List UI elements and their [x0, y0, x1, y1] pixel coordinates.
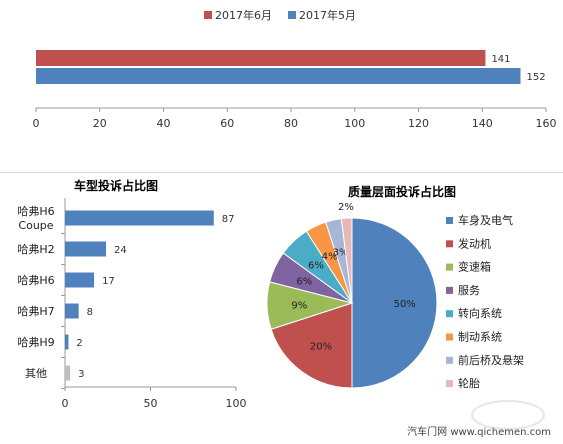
legend-swatch [446, 333, 453, 341]
legend-swatch [446, 356, 453, 364]
y-tick-label: 其他 [25, 367, 47, 380]
bar [65, 303, 79, 319]
panel-divider [0, 172, 563, 173]
comparison-bar-chart: 2017年6月 2017年5月 0 20 40 60 80 100 120 140 160 141 15… [33, 8, 557, 130]
watermark-logo [471, 400, 545, 430]
bar [36, 68, 521, 84]
x-tick-label: 100 [226, 397, 247, 410]
y-tick-label: 哈弗H9 [17, 335, 54, 349]
bar [36, 50, 486, 66]
y-tick-label: 哈弗H2 [17, 242, 54, 256]
pie-slice [351, 217, 438, 389]
legend-label: 变速箱 [458, 260, 491, 274]
data-label: 24 [114, 245, 127, 256]
data-label: 4% [322, 251, 338, 262]
data-label: 50% [394, 299, 416, 310]
data-label: 6% [296, 277, 312, 288]
legend-swatch [204, 11, 212, 19]
data-label: 3% [333, 248, 349, 259]
legend-swatch [446, 286, 453, 294]
data-label: 17 [102, 276, 115, 287]
x-tick-label: 0 [33, 117, 40, 130]
legend-swatch [446, 217, 453, 224]
legend-swatch [288, 11, 296, 19]
chart-title: 质量层面投诉占比图 [348, 184, 456, 199]
y-tick-label: 哈弗H6 [17, 204, 54, 218]
bar [65, 272, 95, 288]
bar [65, 365, 71, 381]
data-label: 3 [78, 369, 84, 380]
quality-complaint-pie-chart: 质量层面投诉占比图50%20%9%6%6%4%3%2%车身及电气发动机变速箱服务… [266, 184, 524, 390]
x-tick-label: 0 [62, 397, 69, 410]
data-label: 141 [491, 54, 510, 65]
footer-source: 汽车门网 www.qichemen.com [407, 427, 551, 438]
x-tick-label: 120 [408, 117, 429, 130]
legend-label: 2017年6月 [215, 8, 272, 22]
data-label: 87 [222, 214, 235, 225]
chart-title: 车型投诉占比图 [74, 178, 158, 193]
y-tick-label: 哈弗H6 [17, 273, 54, 287]
x-tick-label: 60 [220, 117, 234, 130]
x-tick-label: 100 [344, 117, 365, 130]
legend-label: 前后桥及悬架 [458, 353, 524, 367]
bar [65, 210, 214, 226]
legend-swatch [446, 263, 453, 271]
pie-slice [340, 217, 353, 304]
data-label: 152 [527, 72, 546, 83]
bar [65, 241, 107, 257]
y-tick-label: Coupe [18, 219, 53, 232]
x-tick-label: 160 [536, 117, 557, 130]
x-tick-label: 50 [144, 397, 158, 410]
x-tick-label: 40 [157, 117, 171, 130]
legend-label: 转向系统 [458, 306, 502, 320]
legend-label: 发动机 [458, 236, 491, 250]
pie-slice [270, 302, 353, 389]
legend-label: 2017年5月 [299, 8, 356, 22]
y-tick-label: 哈弗H7 [17, 304, 54, 318]
legend-label: 服务 [458, 284, 480, 297]
data-label: 2% [338, 202, 354, 213]
legend-swatch [446, 380, 453, 388]
legend-swatch [446, 240, 453, 248]
legend-label: 车身及电气 [458, 213, 513, 227]
data-label: 20% [310, 342, 332, 353]
x-tick-label: 20 [93, 117, 107, 130]
legend-label: 轮胎 [458, 376, 480, 390]
legend-swatch [446, 310, 453, 318]
bar [65, 334, 69, 350]
data-label: 9% [291, 301, 307, 312]
data-label: 6% [308, 261, 324, 272]
x-tick-label: 140 [472, 117, 493, 130]
x-tick-label: 80 [284, 117, 298, 130]
data-label: 2 [76, 338, 82, 349]
data-label: 8 [87, 307, 93, 318]
legend-label: 制动系统 [458, 331, 502, 344]
